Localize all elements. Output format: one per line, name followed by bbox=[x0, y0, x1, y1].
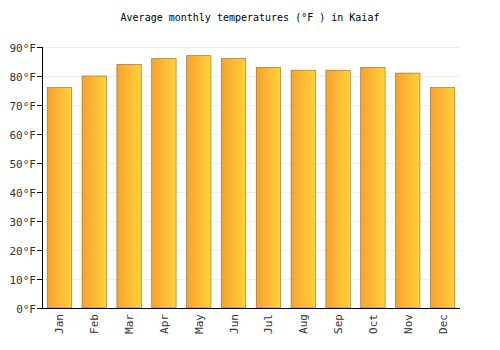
x-tick-label: Dec bbox=[437, 314, 450, 334]
title: Average monthly temperatures (°F ) in Ka… bbox=[121, 12, 380, 23]
bar bbox=[326, 70, 350, 308]
y-tick-label: 20°F bbox=[10, 245, 37, 258]
y-tick bbox=[37, 134, 42, 135]
x-tick-label: Aug bbox=[297, 314, 310, 334]
y-tick bbox=[37, 308, 42, 309]
bar bbox=[221, 59, 245, 308]
y-tick-label: 80°F bbox=[10, 71, 37, 84]
x-tick-label: Jan bbox=[53, 314, 66, 334]
y-tick bbox=[37, 47, 42, 48]
bar bbox=[152, 59, 176, 308]
bar bbox=[291, 70, 315, 308]
bar bbox=[187, 56, 211, 308]
x-tick-label: May bbox=[193, 314, 206, 334]
y-tick bbox=[37, 250, 42, 251]
grid-line bbox=[42, 47, 460, 48]
y-tick-label: 40°F bbox=[10, 187, 37, 200]
grid-line bbox=[42, 308, 460, 309]
x-tick-label: Nov bbox=[402, 314, 415, 334]
x-tick-label: Jun bbox=[228, 314, 241, 334]
bar bbox=[361, 67, 385, 308]
x-tick-label: Oct bbox=[367, 314, 380, 334]
y-tick-label: 60°F bbox=[10, 129, 37, 142]
bar bbox=[396, 73, 420, 308]
bar bbox=[82, 76, 106, 308]
x-tick-label: Sep bbox=[332, 314, 345, 334]
y-tick-label: 70°F bbox=[10, 100, 37, 113]
x-tick-label: Mar bbox=[123, 314, 136, 334]
grid bbox=[42, 48, 460, 309]
bar bbox=[256, 67, 280, 308]
y-tick bbox=[37, 221, 42, 222]
bar bbox=[117, 64, 141, 308]
x-axis bbox=[42, 308, 460, 309]
x-tick-label: Feb bbox=[88, 314, 101, 334]
y-tick bbox=[37, 163, 42, 164]
y-tick bbox=[37, 279, 42, 280]
x-tick-label: Jul bbox=[262, 314, 275, 334]
chart-svg: Average monthly temperatures (°F ) in Ka… bbox=[0, 0, 500, 350]
chart-container: Average monthly temperatures (°F ) in Ka… bbox=[0, 0, 500, 350]
y-axis bbox=[42, 47, 43, 308]
bar bbox=[47, 88, 71, 308]
y-tick-label: 10°F bbox=[10, 274, 37, 287]
y-tick bbox=[37, 192, 42, 193]
y-tick-label: 90°F bbox=[10, 42, 37, 55]
y-tick-label: 30°F bbox=[10, 216, 37, 229]
y-tick-label: 0°F bbox=[16, 303, 36, 316]
x-tick-label: Apr bbox=[158, 314, 171, 334]
bar bbox=[430, 88, 454, 308]
y-tick bbox=[37, 76, 42, 77]
y-tick bbox=[37, 105, 42, 106]
bars bbox=[47, 56, 455, 308]
y-tick-label: 50°F bbox=[10, 158, 37, 171]
